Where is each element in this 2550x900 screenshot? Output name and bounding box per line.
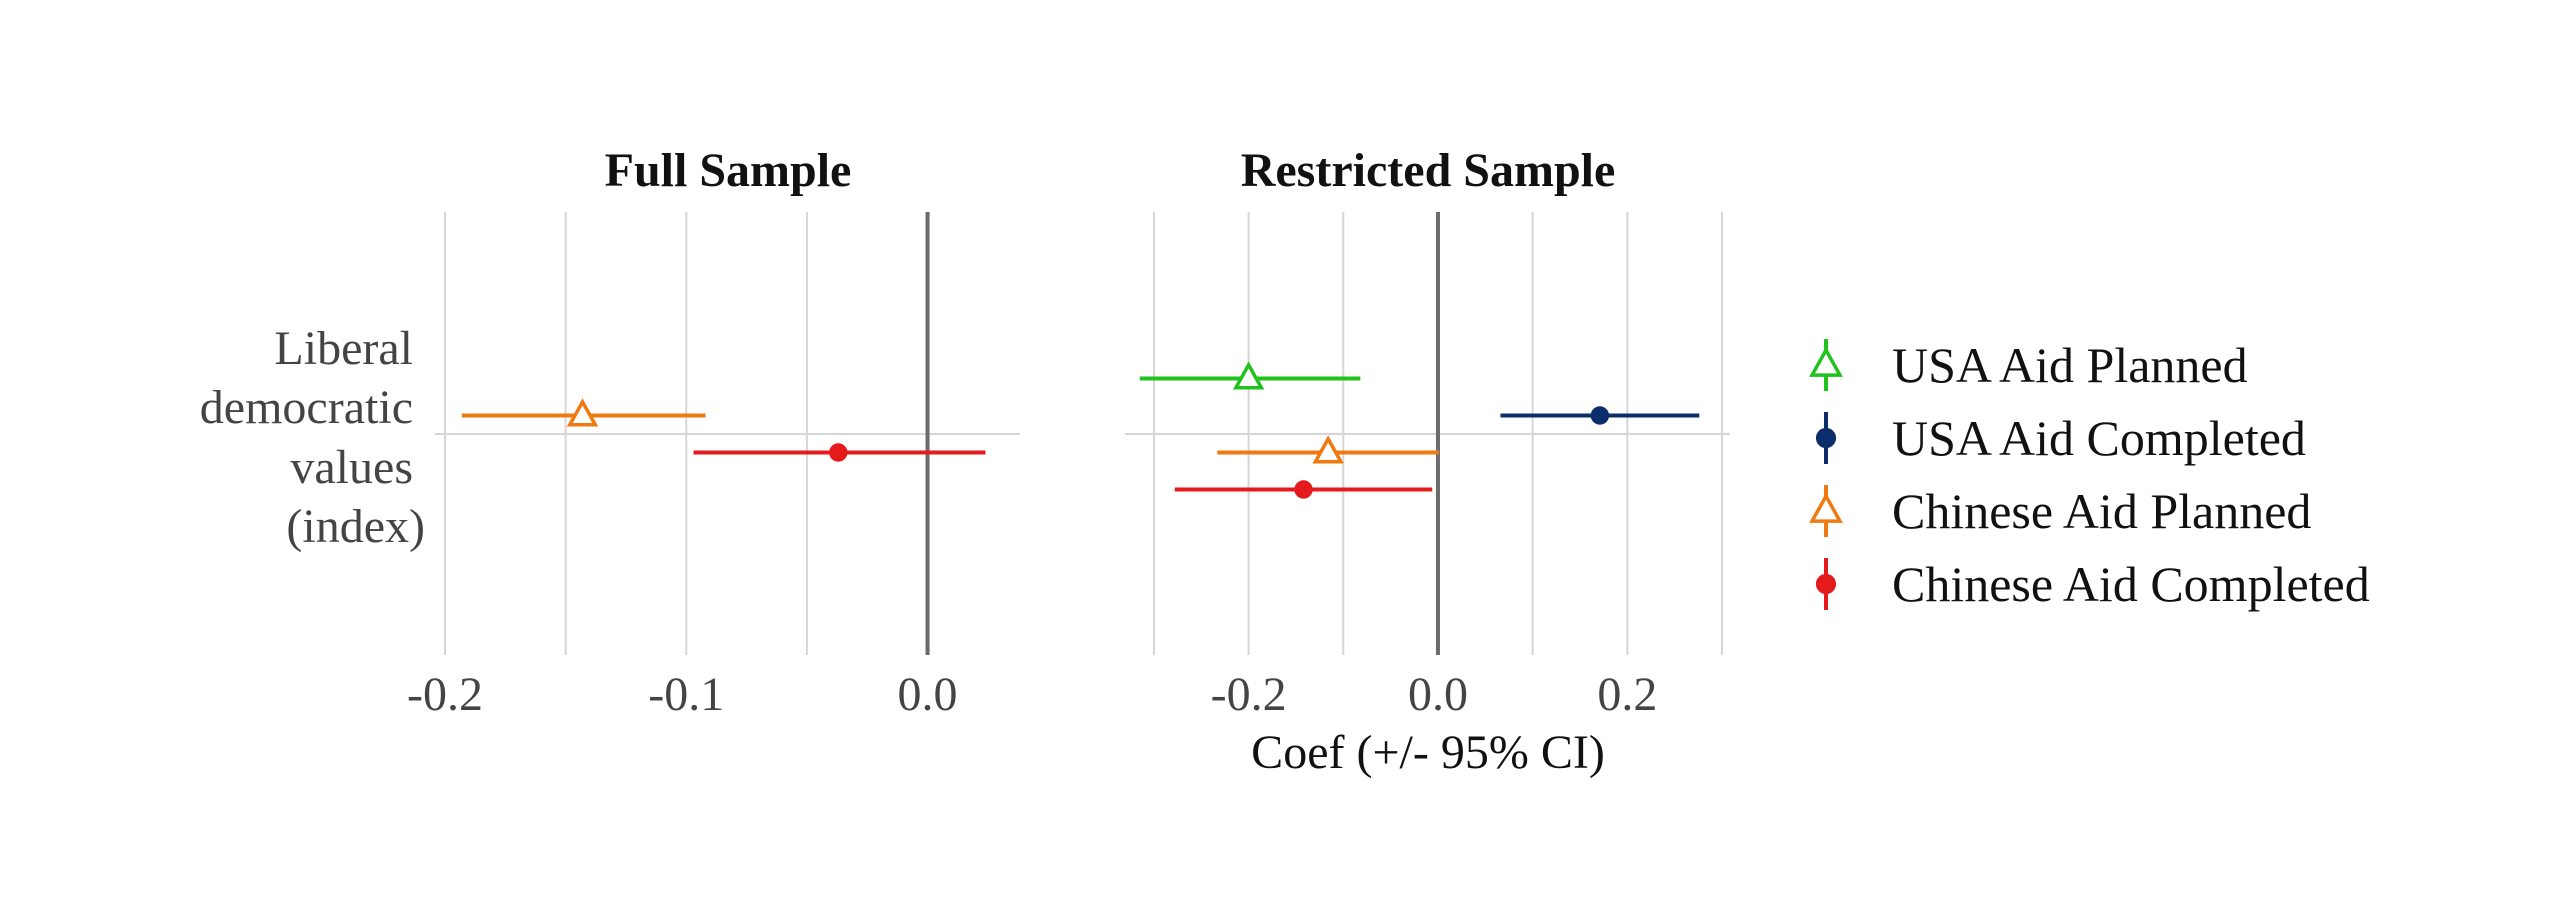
legend-item-chinese-aid-planned: Chinese Aid Planned xyxy=(1809,483,2311,539)
point-restricted-sample-usa-aid-planned xyxy=(1232,361,1265,390)
legend-label-usa-aid-planned: USA Aid Planned xyxy=(1892,337,2248,393)
legend-key-marker-chinese-aid-completed xyxy=(1815,573,1837,595)
legend-item-usa-aid-completed: USA Aid Completed xyxy=(1815,410,2306,466)
panel-restricted-sample: Restricted Sample -0.2 0.0 0.2 xyxy=(1125,144,1730,721)
panel-title-full-sample: Full Sample xyxy=(605,144,852,197)
point-full-sample-chinese-aid-planned xyxy=(566,398,599,427)
x-tick-label-full-sample-m0p1: -0.1 xyxy=(648,668,724,721)
x-tick-label-full-sample-m0p2: -0.2 xyxy=(407,668,483,721)
y-label-line-4: (index) xyxy=(286,500,425,553)
legend-label-chinese-aid-planned: Chinese Aid Planned xyxy=(1892,483,2311,539)
y-category-label: Liberal democratic values (index) xyxy=(200,322,425,553)
x-axis-title: Coef (+/- 95% CI) xyxy=(1251,726,1605,779)
y-label-line-1: Liberal xyxy=(274,322,413,375)
legend-item-usa-aid-planned: USA Aid Planned xyxy=(1809,337,2248,393)
legend: USA Aid Planned USA Aid Completed Chinese … xyxy=(1809,337,2370,612)
legend-key-marker-usa-aid-planned xyxy=(1809,346,1843,377)
grid-restricted-sample xyxy=(1125,212,1730,655)
x-tick-label-restricted-sample-0p2: 0.2 xyxy=(1597,668,1657,721)
legend-key-marker-chinese-aid-planned xyxy=(1809,492,1843,523)
point-full-sample-chinese-aid-completed xyxy=(829,443,848,462)
legend-key-marker-usa-aid-completed xyxy=(1815,427,1837,449)
point-restricted-sample-usa-aid-completed xyxy=(1590,406,1610,425)
point-restricted-sample-chinese-aid-planned xyxy=(1312,435,1344,464)
point-restricted-sample-chinese-aid-completed xyxy=(1294,480,1313,499)
estimates-restricted-sample xyxy=(1139,361,1700,499)
x-tick-label-restricted-sample-m0p2: -0.2 xyxy=(1211,668,1287,721)
legend-label-usa-aid-completed: USA Aid Completed xyxy=(1892,410,2306,466)
panel-full-sample: Full Sample -0.2 -0.1 0.0 xyxy=(407,144,1020,721)
estimates-full-sample xyxy=(461,398,986,462)
tick-labels-restricted-sample: -0.2 0.0 0.2 xyxy=(1211,668,1658,721)
y-label-line-3: values xyxy=(290,441,413,494)
x-tick-label-restricted-sample-0: 0.0 xyxy=(1408,668,1468,721)
y-label-line-2: democratic xyxy=(200,381,413,434)
grid-full-sample xyxy=(435,212,1020,655)
x-tick-label-full-sample-0: 0.0 xyxy=(898,668,958,721)
tick-labels-full-sample: -0.2 -0.1 0.0 xyxy=(407,668,958,721)
legend-item-chinese-aid-completed: Chinese Aid Completed xyxy=(1815,556,2370,612)
legend-label-chinese-aid-completed: Chinese Aid Completed xyxy=(1892,556,2370,612)
panel-title-restricted-sample: Restricted Sample xyxy=(1241,144,1616,197)
